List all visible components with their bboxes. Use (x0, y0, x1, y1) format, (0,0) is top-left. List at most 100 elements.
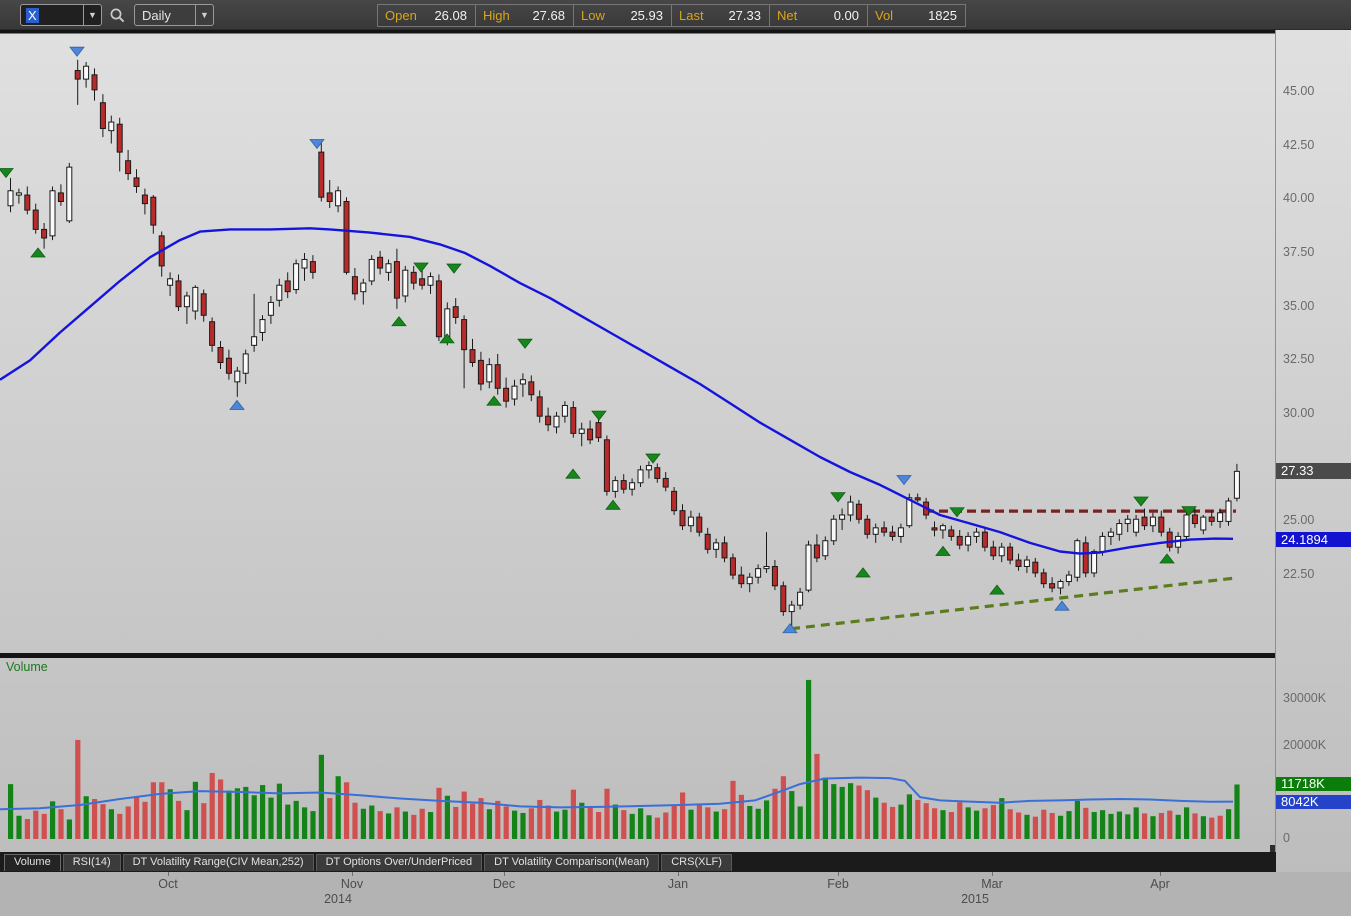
quote-label: Vol (875, 8, 894, 23)
volume-bar (1217, 815, 1223, 839)
candle (956, 535, 963, 546)
tab-rsi-14-[interactable]: RSI(14) (62, 853, 121, 871)
candle (738, 574, 745, 585)
candle (83, 65, 90, 80)
ticker-value[interactable]: X (26, 7, 39, 23)
trendline[interactable] (790, 576, 1234, 631)
volume-tick: 0 (1283, 831, 1290, 845)
candle (1099, 535, 1106, 552)
volume-bar (125, 806, 131, 839)
month-tick (504, 872, 505, 876)
candle (49, 190, 56, 237)
candle (1191, 514, 1198, 525)
period-select[interactable]: Daily ▼ (134, 4, 214, 26)
volume-bar (150, 782, 156, 839)
candle (1074, 540, 1081, 578)
price-tick: 25.00 (1283, 513, 1315, 528)
green-down-triangle-marker (517, 338, 533, 349)
candle (183, 295, 190, 308)
volume-bar (75, 739, 81, 839)
ticker-input[interactable]: X ▼ (20, 4, 102, 26)
period-dropdown-arrow-icon[interactable]: ▼ (195, 5, 213, 25)
candle (99, 102, 106, 129)
date-axis[interactable]: Oct Nov Dec Jan Feb Mar Apr 2014 2015 (0, 872, 1351, 916)
price-axis-pane[interactable]: 45.00 42.50 40.00 37.50 35.00 32.50 30.00 25.00… (1275, 30, 1351, 872)
month-label: Feb (827, 877, 849, 891)
volume-bar (411, 814, 417, 839)
volume-bar (50, 801, 56, 839)
volume-bar (92, 799, 98, 839)
volume-bar (890, 806, 896, 839)
volume-bar (621, 810, 627, 839)
candle (1208, 516, 1215, 522)
volume-bar (461, 791, 467, 839)
candle (41, 228, 48, 239)
candle (351, 276, 358, 295)
volume-bar (201, 803, 207, 839)
candle (309, 261, 316, 273)
green-up-triangle-marker (935, 545, 951, 556)
volume-bar (276, 783, 282, 839)
candle (293, 263, 300, 291)
candle (629, 482, 636, 490)
quote-value: 27.33 (728, 8, 761, 23)
candle (998, 546, 1005, 557)
volume-bar (134, 797, 140, 839)
volume-bar (629, 813, 635, 839)
volume-bar (1100, 810, 1106, 839)
volume-bar (873, 797, 879, 839)
volume-bar (898, 804, 904, 839)
blue-down-triangle-marker (896, 475, 912, 486)
candle (217, 346, 224, 364)
candle (561, 404, 568, 417)
volume-bar (579, 802, 585, 839)
candle (377, 256, 384, 269)
green-down-triangle-marker (645, 453, 661, 464)
chart-canvas[interactable] (0, 30, 1351, 916)
last-volume-badge: 11718K (1276, 777, 1351, 792)
candle (91, 74, 98, 91)
candle (839, 514, 846, 520)
search-icon[interactable] (106, 5, 128, 25)
candle (1023, 559, 1030, 567)
price-tick: 37.50 (1283, 245, 1315, 260)
tab-dt-volatility-range-civ-mean-252-[interactable]: DT Volatility Range(CIV Mean,252) (122, 853, 314, 871)
volume-bar (1049, 812, 1055, 839)
candle (595, 422, 602, 439)
volume-bar (108, 809, 114, 839)
tab-dt-options-over-underpriced[interactable]: DT Options Over/UnderPriced (315, 853, 483, 871)
volume-bar (822, 777, 828, 839)
candle (1040, 572, 1047, 585)
volume-bar (369, 805, 375, 839)
candle (393, 261, 400, 299)
candle (150, 196, 157, 226)
ticker-dropdown-arrow-icon[interactable]: ▼ (83, 5, 101, 25)
volume-bar (696, 804, 702, 839)
candle (175, 280, 182, 308)
volume-bar (58, 809, 64, 839)
volume-bar (528, 808, 534, 839)
tab-dt-volatility-comparison-mean-[interactable]: DT Volatility Comparison(Mean) (484, 853, 660, 871)
volume-bar (1234, 784, 1240, 839)
volume-bar (797, 806, 803, 839)
candle (343, 200, 350, 273)
candle (897, 527, 904, 537)
tab-volume[interactable]: Volume (4, 853, 61, 871)
volume-bar (1032, 816, 1038, 839)
volume-tick: 20000K (1283, 737, 1327, 752)
tab-crs-xlf-[interactable]: CRS(XLF) (661, 853, 732, 871)
candle (259, 319, 266, 333)
candle (939, 525, 946, 531)
blue-down-triangle-marker (69, 46, 85, 57)
volume-bar (1192, 813, 1198, 839)
candle (603, 439, 610, 492)
volume-bar (562, 809, 568, 839)
volume-bar (654, 817, 660, 839)
candle (74, 70, 81, 80)
volume-bar (66, 819, 72, 839)
candle (679, 510, 686, 527)
volume-bar (1066, 811, 1072, 839)
volume-bar (1007, 809, 1013, 839)
candle (385, 263, 392, 273)
